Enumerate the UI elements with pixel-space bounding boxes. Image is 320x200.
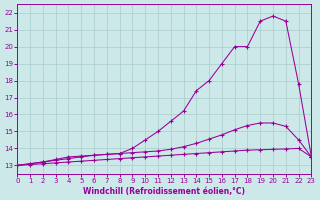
X-axis label: Windchill (Refroidissement éolien,°C): Windchill (Refroidissement éolien,°C) xyxy=(84,187,245,196)
